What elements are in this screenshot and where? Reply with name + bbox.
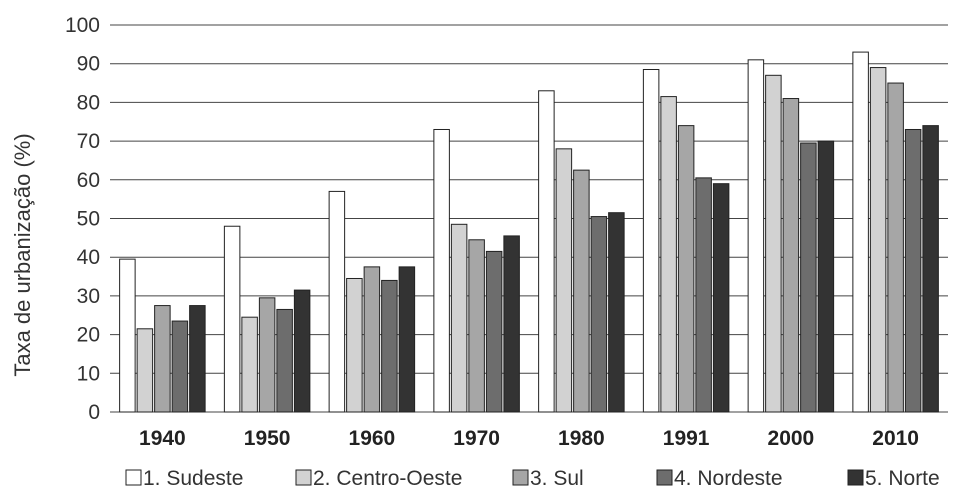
y-tick-label: 20 [77, 324, 100, 347]
bar [555, 148, 573, 413]
bar [171, 320, 189, 413]
bar [642, 69, 660, 413]
bar [817, 140, 835, 413]
bar [450, 223, 468, 413]
legend: 1. Sudeste 2. Centro-Oeste 3. Sul 4. Nordes… [125, 467, 940, 490]
x-category-label: 2000 [768, 427, 815, 450]
bar [119, 258, 136, 413]
legend-label: 1. Sudeste [143, 467, 243, 490]
bar [800, 142, 817, 413]
bar [712, 183, 730, 413]
y-axis-label: Taxa de urbanização (%) [10, 133, 35, 376]
bar [223, 225, 241, 413]
x-category-label: 1970 [453, 427, 500, 450]
x-category-label: 1980 [558, 427, 605, 450]
bar [398, 266, 416, 413]
bar [782, 98, 800, 413]
y-tick-label: 40 [77, 246, 100, 269]
y-tick-label: 60 [77, 169, 100, 192]
x-category-label: 1991 [663, 427, 710, 450]
bar [503, 235, 520, 413]
y-tick-label: 50 [77, 208, 100, 231]
bar [258, 297, 276, 413]
bar [346, 277, 363, 413]
bar [538, 90, 555, 413]
bar [468, 239, 485, 413]
legend-label: 2. Centro-Oeste [313, 467, 462, 490]
x-category-label: 1940 [139, 427, 186, 450]
y-tick-label: 10 [77, 362, 100, 385]
y-axis-ticks: 0 10 20 30 40 50 60 70 80 90 100 [65, 14, 100, 424]
bar [241, 316, 258, 413]
y-tick-label: 30 [77, 285, 100, 308]
bar [887, 82, 904, 413]
bar [328, 190, 346, 413]
bar [608, 212, 625, 413]
y-tick-label: 80 [77, 91, 100, 114]
bar [573, 169, 590, 413]
bar [293, 289, 311, 413]
bar [869, 67, 887, 413]
legend-label: 4. Nordeste [674, 467, 783, 490]
bar [189, 305, 206, 413]
x-category-label: 1960 [349, 427, 396, 450]
bar [590, 216, 608, 413]
legend-swatch [656, 469, 673, 486]
x-axis-categories: 1940 1950 1960 1970 1980 1991 2000 2010 [139, 427, 919, 450]
y-tick-label: 100 [65, 14, 100, 37]
bar [747, 59, 765, 413]
legend-swatch [512, 469, 529, 486]
bar [765, 74, 782, 413]
legend-label: 3. Sul [530, 467, 584, 490]
bars [119, 51, 939, 413]
bar [660, 96, 677, 413]
bar [904, 128, 922, 413]
legend-label: 5. Norte [865, 467, 940, 490]
bar [381, 279, 398, 413]
legend-swatch [847, 469, 864, 486]
bar [276, 308, 293, 413]
bar [154, 305, 171, 413]
y-tick-label: 0 [88, 401, 100, 424]
y-tick-label: 70 [77, 130, 100, 153]
legend-swatch [295, 469, 312, 486]
bar [485, 250, 503, 413]
bar [433, 128, 450, 413]
bar [136, 328, 154, 413]
bar [363, 266, 381, 413]
legend-swatch [125, 469, 142, 486]
bar [677, 125, 695, 413]
bar [922, 125, 939, 413]
y-tick-label: 90 [77, 53, 100, 76]
bar [852, 51, 869, 413]
x-category-label: 1950 [244, 427, 291, 450]
x-category-label: 2010 [872, 427, 919, 450]
bar [695, 177, 712, 413]
